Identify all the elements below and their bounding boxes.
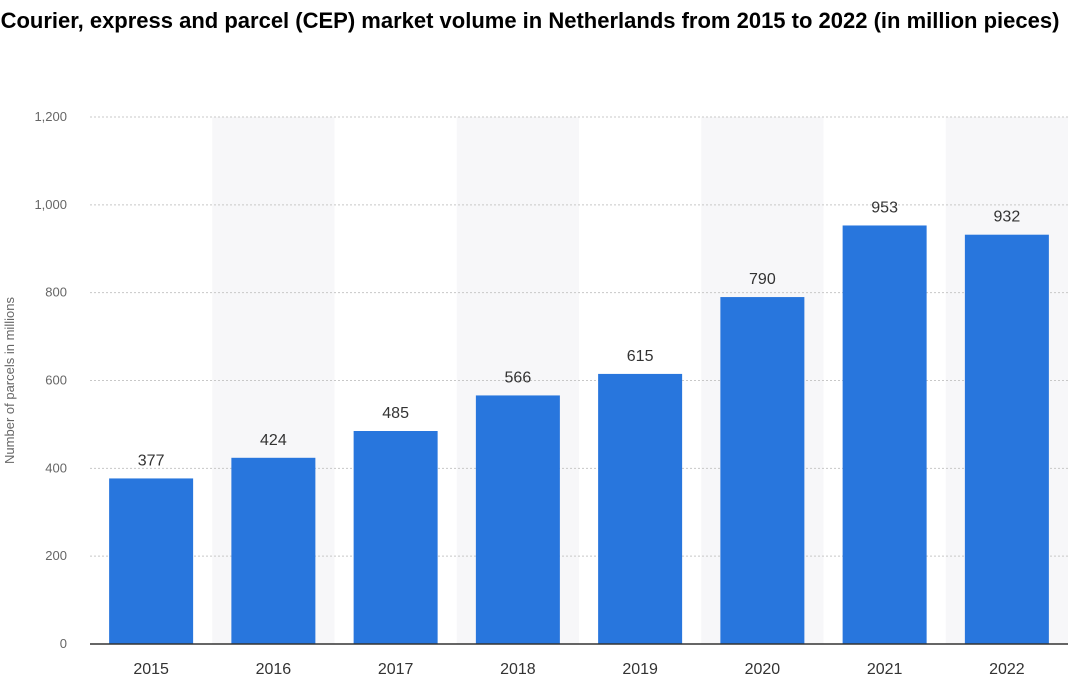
data-label: 615: [627, 348, 654, 365]
y-tick-label: 800: [45, 285, 67, 300]
chart-title: Courier, express and parcel (CEP) market…: [0, 8, 1060, 33]
data-label: 485: [382, 405, 409, 422]
data-label: 953: [871, 199, 898, 216]
y-tick-label: 1,200: [34, 109, 67, 124]
bar[interactable]: [475, 395, 560, 644]
x-tick-label: 2016: [256, 661, 292, 678]
y-tick-label: 400: [45, 460, 67, 475]
bar[interactable]: [964, 234, 1049, 645]
y-tick-label: 600: [45, 373, 67, 388]
data-label: 932: [994, 209, 1021, 226]
gridlines: [90, 116, 1068, 557]
data-label: 424: [260, 432, 287, 449]
y-tick-label: 0: [60, 636, 67, 651]
x-tick-label: 2021: [867, 661, 903, 678]
y-tick-label: 1,000: [34, 197, 67, 212]
y-tick-label: 200: [45, 548, 67, 563]
y-axis-title: Number of parcels in millions: [2, 297, 17, 464]
bar[interactable]: [720, 297, 805, 644]
y-tick-labels: 0 200 400 600 800 1,000 1,200: [34, 109, 67, 651]
bar[interactable]: [231, 457, 316, 644]
x-tick-label: 2018: [500, 661, 536, 678]
data-labels: 377 424 485 566 615 790 953 932: [138, 199, 1021, 469]
data-label: 790: [749, 271, 776, 288]
x-tick-label: 2022: [989, 661, 1025, 678]
x-tick-label: 2019: [622, 661, 658, 678]
bars: [109, 225, 1049, 645]
bar[interactable]: [842, 225, 927, 644]
x-tick-label: 2017: [378, 661, 414, 678]
bar[interactable]: [598, 373, 683, 644]
x-tick-label: 2020: [745, 661, 781, 678]
x-tick-labels: 2015 2016 2017 2018 2019 2020 2021 2022: [133, 661, 1024, 678]
bar[interactable]: [353, 431, 438, 644]
bar[interactable]: [109, 478, 194, 644]
data-label: 566: [505, 369, 532, 386]
x-tick-label: 2015: [133, 661, 169, 678]
data-label: 377: [138, 452, 165, 469]
